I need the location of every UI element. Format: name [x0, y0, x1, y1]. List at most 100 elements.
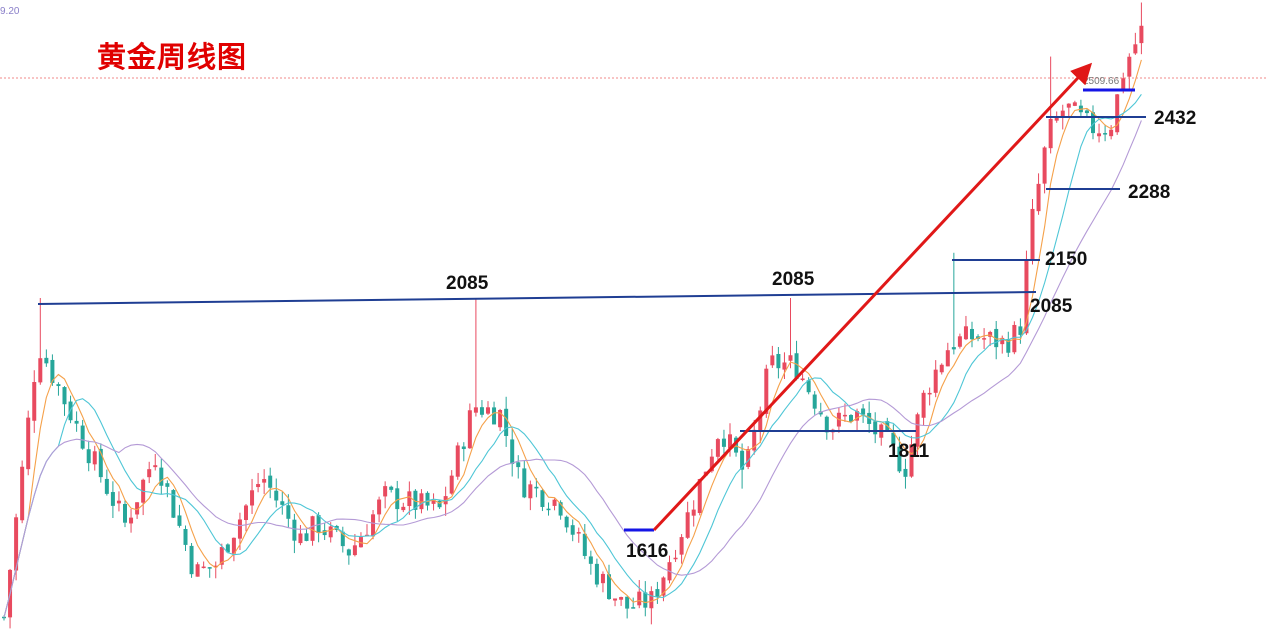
candle-body — [74, 420, 79, 424]
candle — [449, 470, 454, 495]
candle — [479, 400, 484, 418]
candle — [1042, 146, 1047, 194]
candle — [570, 519, 575, 542]
candle — [800, 373, 805, 382]
candle-body — [407, 491, 412, 507]
candle-body — [371, 514, 376, 537]
candle-body — [927, 392, 932, 395]
candle-body — [110, 492, 115, 506]
candle — [26, 410, 31, 476]
candle — [195, 562, 200, 577]
candle-body — [842, 414, 847, 417]
candle-body — [413, 490, 418, 510]
candle-body — [1048, 118, 1053, 149]
candle — [861, 404, 866, 423]
candle-body — [1018, 326, 1023, 335]
candle — [62, 386, 67, 416]
candle — [1139, 2, 1144, 55]
candle — [1072, 100, 1077, 107]
candle — [945, 342, 950, 367]
candle-body — [849, 415, 853, 422]
level-label: 2288 — [1128, 182, 1170, 203]
candle-body — [1103, 133, 1108, 135]
candle-body — [570, 525, 575, 535]
candle — [588, 550, 593, 575]
candle — [1109, 125, 1114, 140]
candle — [177, 504, 182, 528]
candle-body — [873, 421, 878, 435]
candle-body — [800, 378, 805, 381]
candle — [782, 352, 787, 380]
candle — [600, 571, 605, 593]
candle-body — [528, 484, 533, 499]
candle — [1133, 32, 1138, 55]
candle-body — [806, 380, 811, 393]
candle — [147, 461, 152, 484]
candle-body — [1030, 208, 1035, 260]
level-label: 1811 — [888, 441, 930, 462]
candle-body — [189, 545, 194, 575]
candle — [383, 481, 388, 509]
level-label: 1616 — [626, 541, 668, 562]
candle-body — [510, 439, 515, 465]
candle-body — [449, 475, 454, 494]
candle-body — [945, 350, 950, 367]
candle-body — [225, 544, 230, 553]
candle — [740, 443, 745, 489]
candle-body — [897, 446, 902, 472]
candle — [165, 480, 170, 498]
candle-body — [310, 516, 315, 541]
candle-body — [715, 439, 720, 457]
candle-body — [425, 492, 430, 506]
corner-value: 9.20 — [0, 6, 20, 17]
candle — [673, 549, 678, 562]
candle-body — [619, 597, 624, 600]
candle — [770, 345, 775, 368]
candle — [613, 598, 618, 607]
candle — [486, 401, 490, 415]
candle — [129, 509, 134, 533]
candle-body — [552, 499, 557, 506]
candle-body — [92, 451, 97, 465]
candle-body — [1091, 112, 1095, 134]
candle — [304, 529, 309, 542]
candle-body — [262, 479, 267, 483]
candle-body — [274, 490, 279, 501]
candle-body — [80, 425, 85, 449]
candle — [812, 391, 817, 415]
candle — [951, 252, 956, 355]
candle-body — [776, 353, 781, 369]
candle-body — [2, 616, 6, 619]
candlestick-series — [2, 2, 1144, 629]
candle — [401, 502, 406, 513]
candle-body — [891, 432, 896, 445]
level-label: 2085 — [446, 273, 489, 294]
candle — [625, 596, 630, 619]
candle-body — [1054, 117, 1059, 121]
candle-body — [994, 328, 999, 348]
candle — [564, 515, 569, 533]
candle — [274, 478, 279, 508]
candle — [141, 478, 146, 516]
support-resistance-lines — [37, 88, 1146, 532]
candle — [74, 411, 79, 432]
candle-body — [1139, 25, 1144, 44]
candle — [377, 496, 382, 523]
candle — [933, 360, 938, 398]
candle — [546, 502, 551, 516]
candle — [921, 390, 926, 426]
candle — [86, 440, 91, 472]
candle-body — [473, 407, 478, 413]
level-label: 2432 — [1154, 108, 1196, 129]
candle — [582, 524, 587, 560]
candle — [225, 543, 230, 554]
candle — [467, 403, 472, 449]
candle — [262, 469, 267, 495]
candle-body — [280, 501, 285, 505]
candle — [649, 586, 654, 625]
candle-body — [116, 500, 121, 504]
candle-body — [522, 468, 527, 498]
candle — [431, 493, 436, 511]
candle-body — [298, 533, 303, 544]
candle-body — [437, 500, 442, 508]
